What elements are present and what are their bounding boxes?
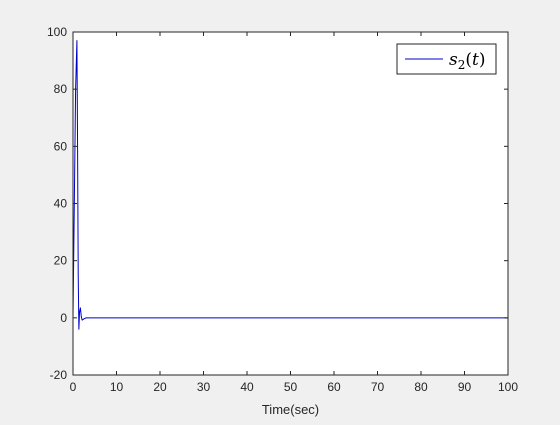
series-layer xyxy=(72,40,508,330)
y-tick-label: 80 xyxy=(54,82,68,96)
x-tick-label: 0 xyxy=(70,380,77,394)
x-tick-label: 10 xyxy=(110,380,124,394)
plot-area xyxy=(73,32,508,375)
legend-label-main: s xyxy=(449,50,458,70)
y-tick-label: 60 xyxy=(54,139,68,153)
x-axis-title: Time(sec) xyxy=(262,402,319,417)
legend-label-close-paren: ) xyxy=(479,50,486,70)
y-tick-label: -20 xyxy=(50,368,68,382)
x-tick-label: 70 xyxy=(371,380,385,394)
legend: s2(t) xyxy=(396,43,497,75)
y-tick-label: 40 xyxy=(54,197,68,211)
x-tick-label: 50 xyxy=(284,380,298,394)
legend-label-open-paren: ( xyxy=(465,50,472,70)
x-tick-label: 80 xyxy=(414,380,428,394)
y-tick-label: 0 xyxy=(60,311,67,325)
tick-layer xyxy=(72,31,509,376)
y-tick-label: 100 xyxy=(47,25,67,39)
x-tick-label: 90 xyxy=(458,380,472,394)
x-tick-label: 100 xyxy=(498,380,518,394)
x-tick-label: 60 xyxy=(327,380,341,394)
legend-label-variable: t xyxy=(472,50,479,70)
x-tick-label: 30 xyxy=(197,380,211,394)
series-line-s2 xyxy=(72,40,508,330)
legend-label-s2: s2(t) xyxy=(449,50,486,72)
y-tick-label: 20 xyxy=(54,254,68,268)
legend-label-subscript: 2 xyxy=(458,58,466,72)
x-tick-label: 40 xyxy=(240,380,254,394)
x-tick-label: 20 xyxy=(153,380,167,394)
